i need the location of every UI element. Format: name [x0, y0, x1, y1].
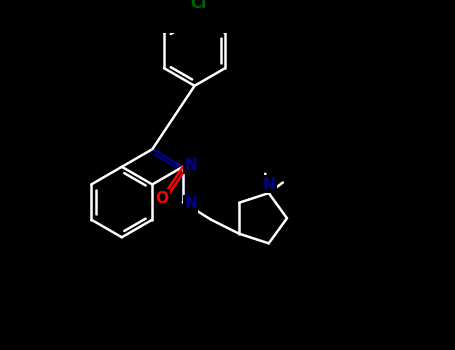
Text: N: N [184, 196, 197, 211]
Text: N: N [263, 177, 275, 192]
Text: N: N [184, 158, 197, 173]
Text: O: O [155, 191, 168, 206]
Text: Cl: Cl [190, 0, 206, 10]
